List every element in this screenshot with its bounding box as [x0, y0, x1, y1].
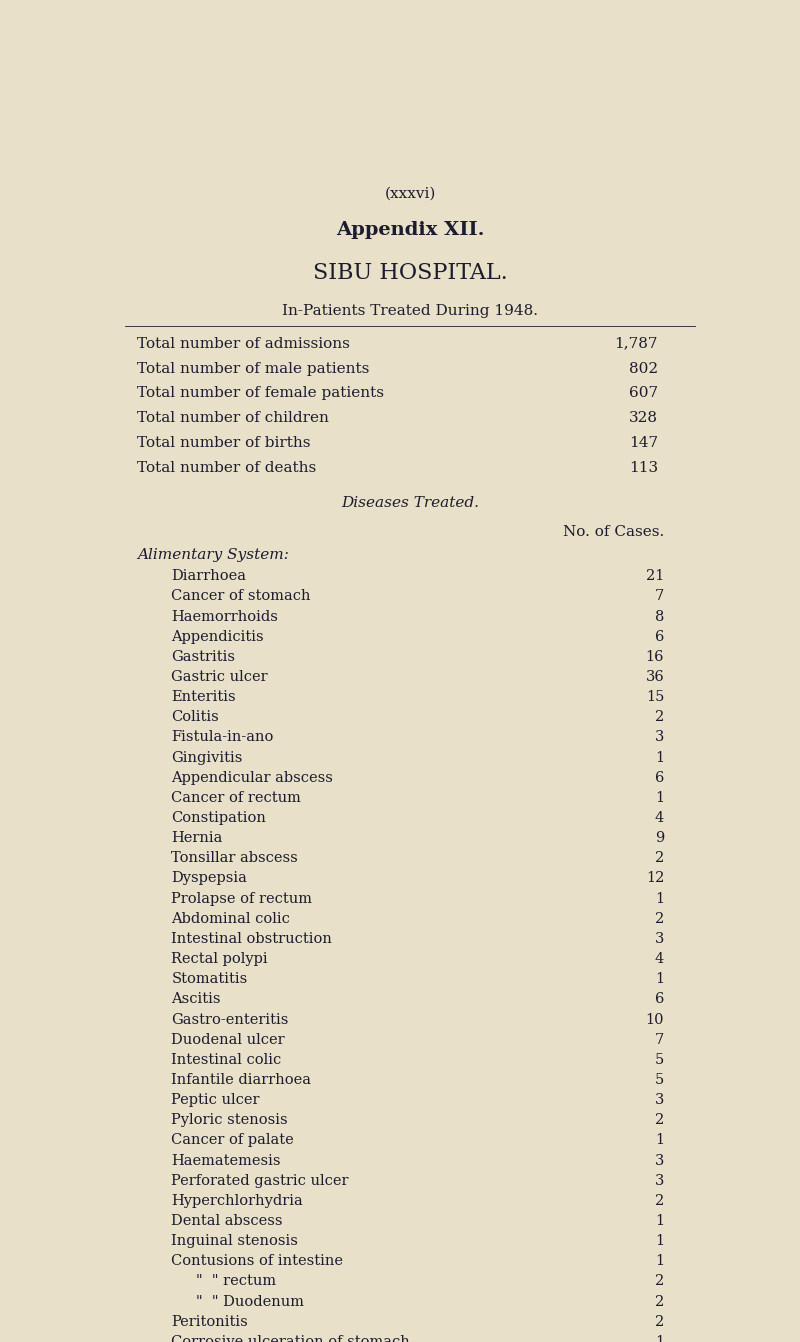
- Text: 6: 6: [655, 770, 664, 785]
- Text: 15: 15: [646, 690, 664, 705]
- Text: 1: 1: [655, 1235, 664, 1248]
- Text: Dyspepsia: Dyspepsia: [171, 871, 247, 886]
- Text: 9: 9: [655, 831, 664, 845]
- Text: Rectal polypi: Rectal polypi: [171, 951, 268, 966]
- Text: Peritonitis: Peritonitis: [171, 1315, 248, 1329]
- Text: 7: 7: [655, 589, 664, 604]
- Text: 1,787: 1,787: [614, 337, 658, 350]
- Text: 5: 5: [655, 1053, 664, 1067]
- Text: 2: 2: [655, 1315, 664, 1329]
- Text: Abdominal colic: Abdominal colic: [171, 911, 290, 926]
- Text: Alimentary System:: Alimentary System:: [138, 548, 289, 561]
- Text: 3: 3: [655, 1154, 664, 1168]
- Text: 113: 113: [629, 460, 658, 475]
- Text: 10: 10: [646, 1012, 664, 1027]
- Text: In-Patients Treated During 1948.: In-Patients Treated During 1948.: [282, 303, 538, 318]
- Text: Total number of children: Total number of children: [138, 411, 329, 425]
- Text: 1: 1: [655, 1335, 664, 1342]
- Text: Haematemesis: Haematemesis: [171, 1154, 281, 1168]
- Text: Inguinal stenosis: Inguinal stenosis: [171, 1235, 298, 1248]
- Text: Gastro-enteritis: Gastro-enteritis: [171, 1012, 289, 1027]
- Text: Fistula-in-ano: Fistula-in-ano: [171, 730, 274, 745]
- Text: 2: 2: [655, 1114, 664, 1127]
- Text: Pyloric stenosis: Pyloric stenosis: [171, 1114, 288, 1127]
- Text: 7: 7: [655, 1032, 664, 1047]
- Text: Total number of deaths: Total number of deaths: [138, 460, 317, 475]
- Text: 36: 36: [646, 670, 664, 684]
- Text: Perforated gastric ulcer: Perforated gastric ulcer: [171, 1174, 349, 1188]
- Text: 8: 8: [655, 609, 664, 624]
- Text: Colitis: Colitis: [171, 710, 219, 725]
- Text: 5: 5: [655, 1074, 664, 1087]
- Text: 2: 2: [655, 851, 664, 866]
- Text: Prolapse of rectum: Prolapse of rectum: [171, 891, 312, 906]
- Text: Diarrhoea: Diarrhoea: [171, 569, 246, 584]
- Text: Total number of male patients: Total number of male patients: [138, 361, 370, 376]
- Text: 21: 21: [646, 569, 664, 584]
- Text: Intestinal colic: Intestinal colic: [171, 1053, 282, 1067]
- Text: Appendicitis: Appendicitis: [171, 629, 264, 644]
- Text: Cancer of palate: Cancer of palate: [171, 1134, 294, 1147]
- Text: 4: 4: [655, 811, 664, 825]
- Text: Tonsillar abscess: Tonsillar abscess: [171, 851, 298, 866]
- Text: 328: 328: [629, 411, 658, 425]
- Text: Cancer of stomach: Cancer of stomach: [171, 589, 310, 604]
- Text: (xxxvi): (xxxvi): [384, 187, 436, 201]
- Text: 1: 1: [655, 972, 664, 986]
- Text: 6: 6: [655, 629, 664, 644]
- Text: "  " Duodenum: " " Duodenum: [196, 1295, 304, 1308]
- Text: 147: 147: [629, 436, 658, 450]
- Text: 3: 3: [655, 730, 664, 745]
- Text: Total number of female patients: Total number of female patients: [138, 386, 384, 400]
- Text: 2: 2: [655, 1194, 664, 1208]
- Text: Infantile diarrhoea: Infantile diarrhoea: [171, 1074, 311, 1087]
- Text: "  " rectum: " " rectum: [196, 1275, 276, 1288]
- Text: 802: 802: [629, 361, 658, 376]
- Text: Total number of births: Total number of births: [138, 436, 310, 450]
- Text: Contusions of intestine: Contusions of intestine: [171, 1255, 343, 1268]
- Text: Hyperchlorhydria: Hyperchlorhydria: [171, 1194, 303, 1208]
- Text: Peptic ulcer: Peptic ulcer: [171, 1094, 260, 1107]
- Text: 2: 2: [655, 1295, 664, 1308]
- Text: 3: 3: [655, 931, 664, 946]
- Text: Gastric ulcer: Gastric ulcer: [171, 670, 268, 684]
- Text: 12: 12: [646, 871, 664, 886]
- Text: Ascitis: Ascitis: [171, 992, 221, 1006]
- Text: 607: 607: [629, 386, 658, 400]
- Text: 1: 1: [655, 790, 664, 805]
- Text: 16: 16: [646, 650, 664, 664]
- Text: 2: 2: [655, 1275, 664, 1288]
- Text: 1: 1: [655, 1134, 664, 1147]
- Text: 2: 2: [655, 911, 664, 926]
- Text: 1: 1: [655, 1255, 664, 1268]
- Text: 3: 3: [655, 1174, 664, 1188]
- Text: Stomatitis: Stomatitis: [171, 972, 247, 986]
- Text: Constipation: Constipation: [171, 811, 266, 825]
- Text: SIBU HOSPITAL.: SIBU HOSPITAL.: [313, 262, 507, 285]
- Text: Cancer of rectum: Cancer of rectum: [171, 790, 301, 805]
- Text: Intestinal obstruction: Intestinal obstruction: [171, 931, 332, 946]
- Text: 1: 1: [655, 891, 664, 906]
- Text: Dental abscess: Dental abscess: [171, 1215, 283, 1228]
- Text: Haemorrhoids: Haemorrhoids: [171, 609, 278, 624]
- Text: 6: 6: [655, 992, 664, 1006]
- Text: 1: 1: [655, 750, 664, 765]
- Text: 2: 2: [655, 710, 664, 725]
- Text: 4: 4: [655, 951, 664, 966]
- Text: 1: 1: [655, 1215, 664, 1228]
- Text: 3: 3: [655, 1094, 664, 1107]
- Text: Gastritis: Gastritis: [171, 650, 235, 664]
- Text: No. of Cases.: No. of Cases.: [563, 525, 664, 538]
- Text: Hernia: Hernia: [171, 831, 222, 845]
- Text: Duodenal ulcer: Duodenal ulcer: [171, 1032, 285, 1047]
- Text: Gingivitis: Gingivitis: [171, 750, 242, 765]
- Text: Diseases Treated.: Diseases Treated.: [341, 495, 479, 510]
- Text: Enteritis: Enteritis: [171, 690, 236, 705]
- Text: Appendix XII.: Appendix XII.: [336, 221, 484, 239]
- Text: Corrosive ulceration of stomach: Corrosive ulceration of stomach: [171, 1335, 410, 1342]
- Text: Appendicular abscess: Appendicular abscess: [171, 770, 333, 785]
- Text: Total number of admissions: Total number of admissions: [138, 337, 350, 350]
